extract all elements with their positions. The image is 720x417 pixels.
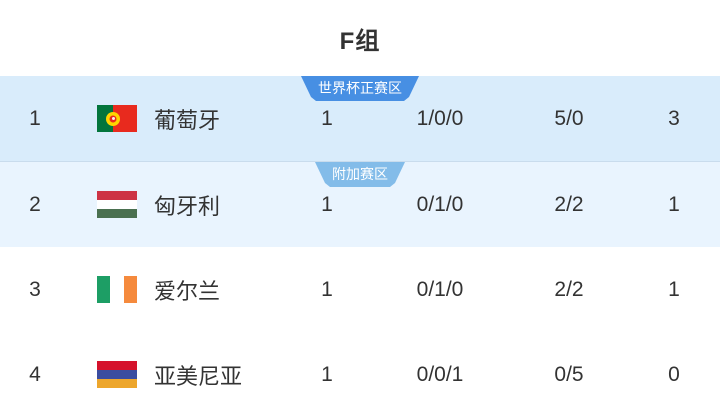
ireland-flag xyxy=(97,276,137,303)
goals-for-against: 5/0 xyxy=(554,106,584,130)
win-draw-loss: 1/0/0 xyxy=(416,106,464,130)
matches-played: 1 xyxy=(321,362,333,386)
goals-for-against: 2/2 xyxy=(554,277,584,301)
zone-badge-world-cup: 世界杯正赛区 xyxy=(301,76,419,101)
portugal-flag xyxy=(97,105,137,132)
zone-badge-playoff: 附加赛区 xyxy=(315,162,405,187)
armenia-flag xyxy=(97,361,137,388)
team-name: 葡萄牙 xyxy=(154,107,221,133)
matches-played: 1 xyxy=(321,106,333,130)
win-draw-loss: 0/1/0 xyxy=(416,277,464,301)
hungary-flag xyxy=(97,191,137,218)
goals-for-against: 0/5 xyxy=(554,362,584,386)
goals-for-against: 2/2 xyxy=(554,192,584,216)
rank-label: 1 xyxy=(29,106,41,130)
team-row-hungary[interactable]: 附加赛区 2 匈牙利 1 0/1/0 2/2 1 xyxy=(0,162,720,247)
rank-label: 4 xyxy=(29,362,41,386)
team-row-armenia[interactable]: 4 亚美尼亚 1 0/0/1 0/5 0 xyxy=(0,332,720,417)
points: 1 xyxy=(668,192,680,216)
team-name: 亚美尼亚 xyxy=(154,363,243,389)
matches-played: 1 xyxy=(321,277,333,301)
team-name: 爱尔兰 xyxy=(154,278,221,304)
rank-label: 3 xyxy=(29,277,41,301)
points: 1 xyxy=(668,277,680,301)
win-draw-loss: 0/0/1 xyxy=(416,362,464,386)
team-row-ireland[interactable]: 3 爱尔兰 1 0/1/0 2/2 1 xyxy=(0,247,720,332)
team-row-portugal[interactable]: 世界杯正赛区 1 葡萄牙 1 1/0/0 5/0 3 xyxy=(0,76,720,162)
group-header: F组 xyxy=(0,0,720,76)
rank-label: 2 xyxy=(29,192,41,216)
matches-played: 1 xyxy=(321,192,333,216)
team-name: 匈牙利 xyxy=(154,193,221,219)
group-title: F组 xyxy=(339,27,381,55)
win-draw-loss: 0/1/0 xyxy=(416,192,464,216)
points: 3 xyxy=(668,106,680,130)
points: 0 xyxy=(668,362,680,386)
